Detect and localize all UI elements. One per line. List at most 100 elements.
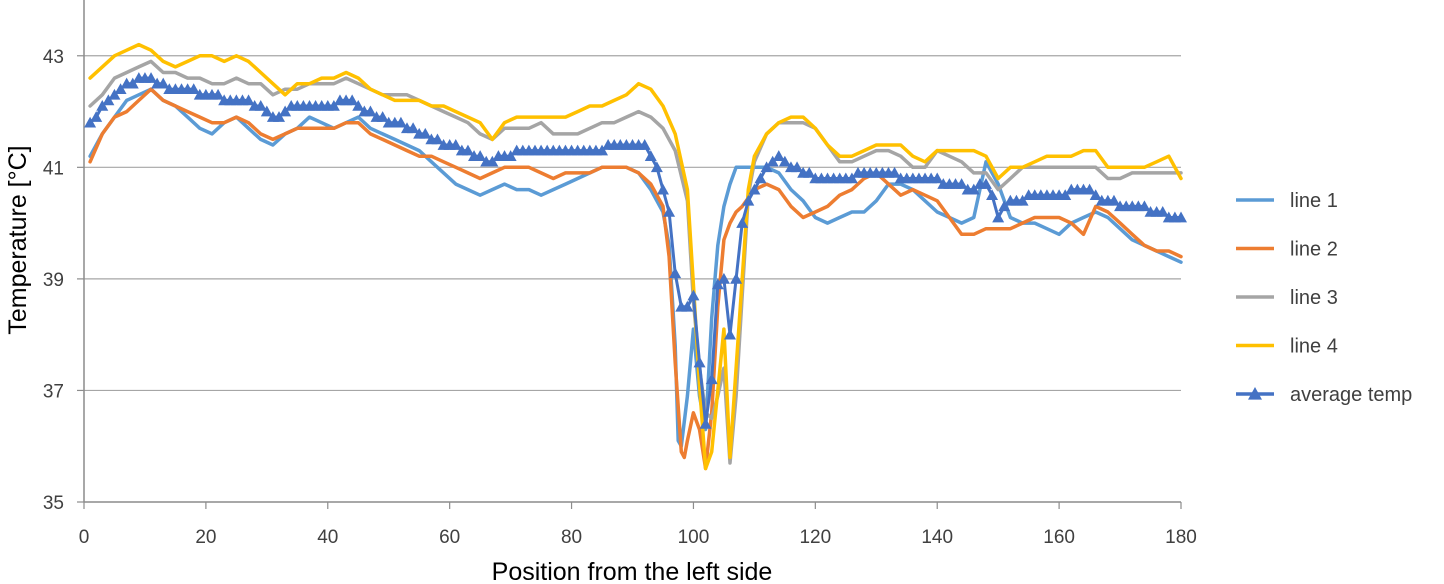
data-point-marker [431,133,444,145]
series-line-1 [88,87,1183,448]
data-point-marker [992,211,1005,223]
data-point-marker [778,155,791,167]
data-point-marker [742,194,755,206]
data-point-marker [705,373,718,385]
data-point-marker [376,111,389,122]
data-point-marker [260,105,273,117]
legend-label: average temp [1290,384,1412,406]
data-point-marker [273,111,286,122]
data-point-marker [1016,194,1029,206]
data-point-marker [407,122,420,134]
data-point-marker [717,272,730,284]
data-point-marker [693,356,706,368]
data-point-marker [419,127,432,139]
series-average-temp [84,72,1187,429]
data-point-marker [114,83,127,95]
data-point-marker [157,77,170,89]
data-point-marker [108,88,121,100]
x-tick-label: 180 [1165,527,1197,548]
data-point-marker [461,144,474,156]
data-point-marker [803,166,816,178]
x-tick-label: 100 [678,527,710,548]
data-point-marker [791,161,804,173]
data-point-marker [931,172,944,184]
data-point-marker [644,150,657,161]
legend-label: line 4 [1290,336,1338,358]
data-point-marker [955,178,968,189]
legend: line 1 line 2 line 3 line 4 average temp [1236,190,1412,406]
data-point-marker [90,111,103,122]
x-tick-labels: 0 20 40 60 80 100 120 140 160 180 [79,502,1197,548]
series-line [88,87,1183,448]
data-point-marker [760,161,773,173]
series-lines [84,42,1187,471]
x-tick-label: 140 [921,527,953,548]
data-point-marker [145,72,158,83]
x-tick-label: 40 [317,527,338,548]
series-line [88,42,1183,471]
series-line-4 [88,42,1183,471]
data-point-marker [663,205,676,217]
data-point-marker [242,94,255,106]
data-point-marker [212,88,225,100]
data-point-marker [504,150,517,161]
x-tick-label: 20 [195,527,216,548]
y-tick-label: 35 [43,493,64,514]
x-tick-label: 0 [79,527,90,548]
data-point-marker [748,183,761,195]
data-point-marker [346,94,359,106]
x-tick-label: 160 [1043,527,1075,548]
data-point-marker [1083,183,1096,195]
data-point-marker [394,116,407,128]
x-tick-label: 80 [561,527,582,548]
y-tick-label: 37 [43,381,64,402]
axes [83,0,1181,503]
data-point-marker [687,289,700,301]
data-point-marker [596,144,609,156]
data-point-marker [279,105,292,117]
x-tick-label: 60 [439,527,460,548]
series-line-2 [88,87,1183,471]
data-point-marker [1156,205,1169,217]
y-axis-title: Temperature [°C] [4,145,32,334]
series-line [88,87,1183,471]
data-point-marker [681,300,694,312]
data-point-marker [766,155,779,167]
data-point-marker [845,172,858,184]
y-tick-label: 41 [43,158,64,179]
y-tick-label: 39 [43,270,64,291]
data-point-marker [327,99,340,111]
y-tick-labels: 35 37 39 41 43 [43,47,84,514]
x-axis-title: Position from the left side [492,558,773,584]
data-point-marker [650,161,663,173]
legend-label: line 1 [1290,190,1338,212]
x-tick-label: 120 [799,527,831,548]
data-point-marker [638,139,651,150]
legend-label: line 2 [1290,239,1338,261]
data-point-marker [979,178,992,189]
data-point-marker [364,105,377,117]
data-point-marker [1059,189,1072,201]
data-point-marker [754,172,767,184]
data-point-marker [669,267,682,279]
data-point-marker [986,189,999,201]
data-point-marker [486,155,499,167]
data-point-marker [656,183,669,195]
data-point-marker [998,200,1011,212]
series-line-3 [88,59,1183,465]
data-point-marker [888,166,901,178]
legend-marker [1248,387,1262,400]
data-point-marker [96,99,109,111]
data-point-marker [126,77,139,89]
data-point-marker [474,150,487,161]
data-point-marker [730,272,743,284]
legend-label: line 3 [1290,287,1338,309]
data-point-marker [187,83,200,95]
data-point-marker [1089,189,1102,201]
gridlines [84,55,1181,392]
data-point-marker [772,150,785,161]
data-point-marker [699,417,712,429]
data-point-marker [1138,200,1151,212]
data-point-marker [352,99,365,111]
data-point-marker [102,94,115,106]
